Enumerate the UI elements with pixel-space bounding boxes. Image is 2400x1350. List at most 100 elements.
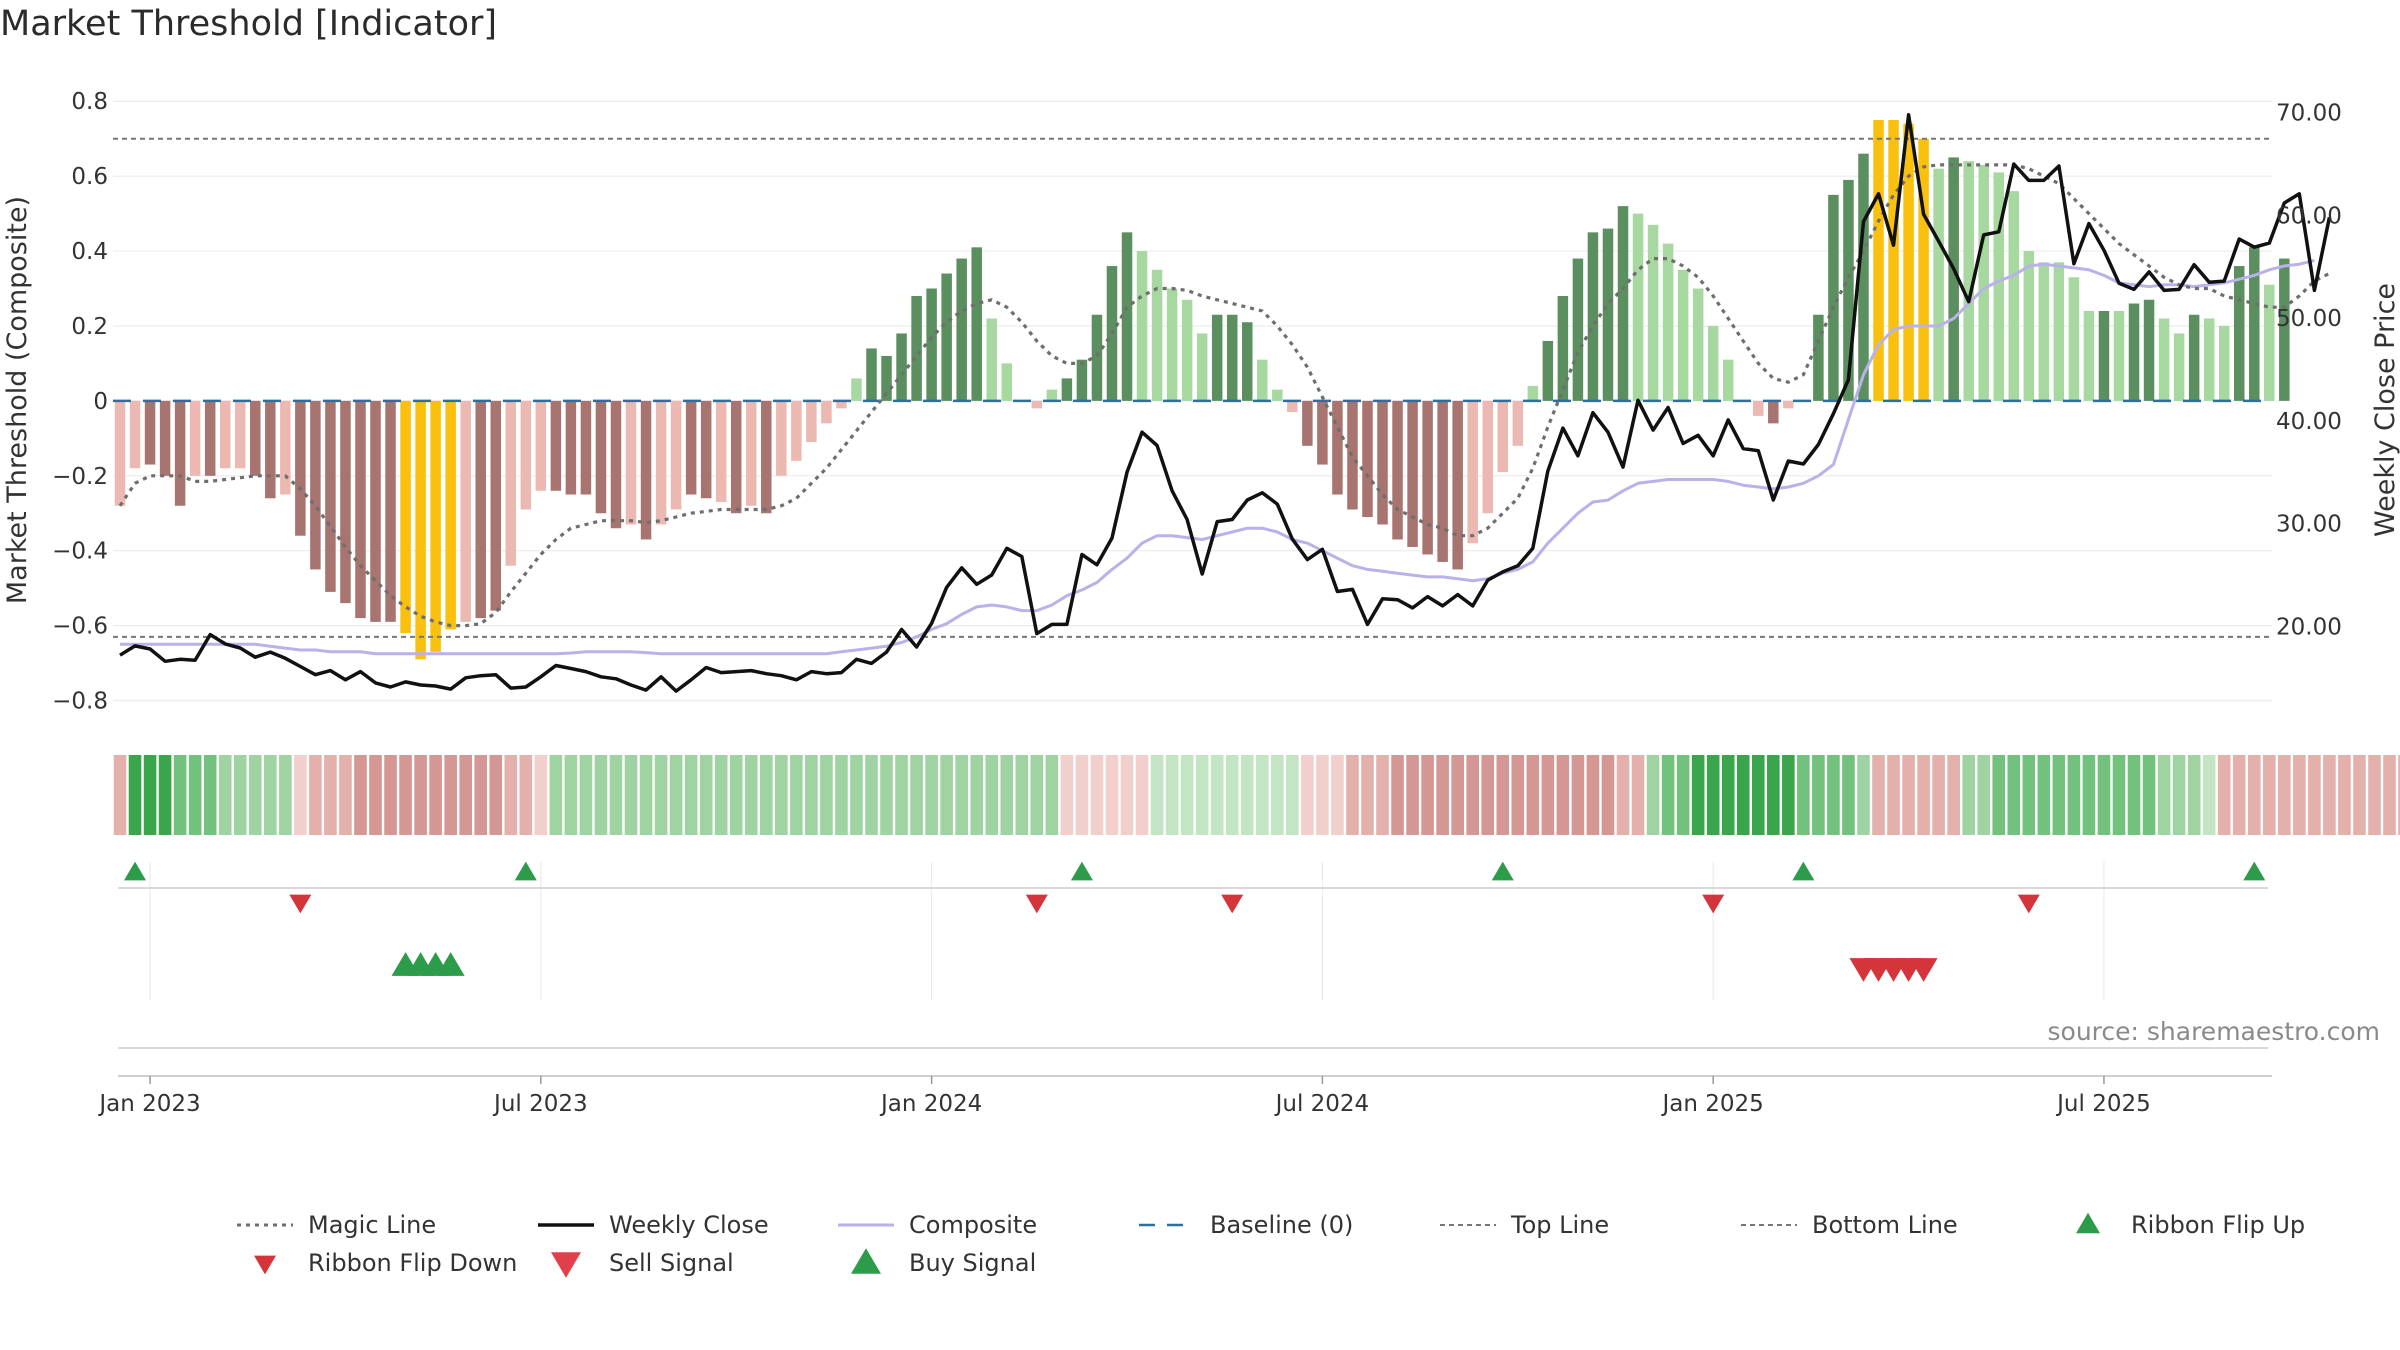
ribbon-cell [1045, 755, 1059, 835]
ribbon-cell [1631, 755, 1645, 835]
ribbon-cell [699, 755, 713, 835]
ribbon-cell [459, 755, 472, 835]
composite-bar [234, 400, 246, 469]
composite-bar [2023, 251, 2035, 401]
ribbon-flip-up-marker [124, 861, 147, 881]
composite-bar [730, 400, 742, 514]
ribbon-cell [1391, 755, 1404, 835]
composite-bar [2264, 284, 2275, 401]
composite-bar [475, 400, 486, 619]
ribbon-cell [1902, 755, 1915, 835]
ribbon-cell [2037, 755, 2051, 835]
ribbon-cell [1962, 755, 1975, 835]
composite-bar [1257, 359, 1268, 401]
ribbon-cell [1977, 755, 1991, 835]
composite-bar [1287, 400, 1298, 413]
composite-bar [685, 400, 697, 495]
composite-bar [445, 400, 456, 630]
y-tick-left: 0.2 [71, 314, 108, 340]
ribbon-cell [1451, 755, 1464, 835]
ribbon-cell [1646, 755, 1660, 835]
ribbon-cell [970, 755, 984, 835]
composite-line [120, 258, 2315, 656]
ribbon-cell [1571, 755, 1585, 835]
x-tick-label: Jul 2025 [2055, 1091, 2151, 1117]
y-tick-left: 0 [93, 389, 108, 415]
legend-swatch [2076, 1212, 2100, 1234]
composite-bar [1707, 325, 1719, 401]
legend-label: Weekly Close [609, 1211, 769, 1239]
x-tick-label: Jan 2025 [1661, 1091, 1764, 1117]
ribbon-cell [759, 755, 773, 835]
ribbon-cell [1271, 755, 1284, 835]
composite-bar [265, 400, 276, 499]
composite-bar [791, 400, 802, 461]
composite-bar [355, 400, 366, 619]
ribbon-cell [820, 755, 833, 835]
ribbon-flip-up-marker [514, 861, 537, 881]
composite-bar [1031, 400, 1043, 409]
composite-bar [1722, 359, 1734, 401]
ribbon-cell [2383, 755, 2396, 835]
composite-bar [610, 400, 622, 529]
ribbon-flip-up-marker [1491, 861, 1514, 881]
composite-bar [625, 400, 637, 525]
legend-label: Bottom Line [1812, 1211, 1958, 1239]
x-tick-label: Jul 2023 [492, 1091, 588, 1117]
ribbon-flip-down-marker [1025, 894, 1048, 914]
composite-bar [400, 400, 411, 634]
composite-bar [565, 400, 577, 495]
ribbon-cell [1601, 755, 1615, 835]
ribbon-cell [2368, 755, 2381, 835]
composite-bar [1753, 400, 1764, 416]
composite-bar [806, 400, 817, 443]
legend-label: Sell Signal [609, 1249, 734, 1277]
ribbon-flip-down-marker [1702, 894, 1725, 914]
composite-bar [1377, 400, 1388, 525]
composite-bar [1963, 161, 1974, 401]
ribbon-cell [654, 755, 668, 835]
composite-bar [1903, 123, 1914, 401]
ribbon-cell [684, 755, 698, 835]
axes-layer: 0.8 0.6 0.4 0.2 0 −0.2 −0.4 −0.6 −0.8 70.00 60.00 5… [52, 89, 2342, 1117]
composite-bar [1242, 322, 1253, 401]
ribbon-cell [2323, 755, 2336, 835]
ribbon-cell [1421, 755, 1434, 835]
ribbon-cell [2187, 755, 2201, 835]
composite-bar [761, 400, 772, 514]
composite-bar [956, 258, 967, 401]
ribbon-cell [594, 755, 608, 835]
ribbon-cell [369, 755, 382, 835]
composite-bar [836, 400, 847, 409]
ribbon-cell [1090, 755, 1104, 835]
ribbon-cell [1661, 755, 1675, 835]
composite-bar [1813, 314, 1824, 401]
composite-bar [1437, 400, 1448, 562]
legend-item: Composite [838, 1211, 1037, 1239]
legend-swatch [254, 1255, 276, 1275]
ribbon-cell [775, 755, 788, 835]
grid-layer [113, 100, 2272, 1000]
ribbon-cell [1301, 755, 1314, 835]
composite-bar [1196, 333, 1208, 401]
weekly-close-line [119, 112, 2332, 693]
composite-bar [926, 288, 937, 401]
composite-bar [430, 400, 441, 652]
composite-bar [1362, 400, 1373, 517]
ribbon-cell [1150, 755, 1164, 835]
composite-bar [1587, 232, 1599, 401]
legend-label: Top Line [1510, 1211, 1609, 1239]
composite-bar [1136, 251, 1148, 401]
y-tick-left: −0.4 [52, 539, 108, 565]
ribbon-cell [2007, 755, 2021, 835]
composite-bar [821, 400, 832, 424]
ribbon-cell [339, 755, 352, 835]
legend-item: Ribbon Flip Down [254, 1249, 517, 1277]
composite-bar [2203, 318, 2215, 401]
ribbon-cell [1932, 755, 1945, 835]
ribbon-cell [1797, 755, 1810, 835]
ribbon-cell [1947, 755, 1960, 835]
source-note: source: sharemaestro.com [2048, 1017, 2381, 1046]
composite-bar [700, 400, 712, 499]
